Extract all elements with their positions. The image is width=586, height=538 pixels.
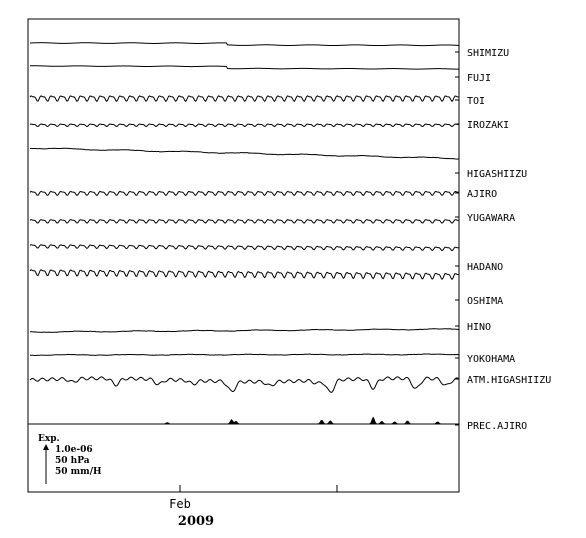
station-label-yugawara: YUGAWARA	[467, 213, 515, 224]
trace-ajiro	[29, 190, 460, 197]
traces-group	[29, 42, 460, 425]
station-label-ajiro: AJIRO	[467, 189, 497, 200]
station-label-irozaki: IROZAKI	[467, 120, 509, 131]
trace-shimizu	[29, 42, 460, 47]
station-label-atm-higashiizu: ATM.HIGASHIIZU	[467, 375, 551, 386]
trace-irozaki	[29, 123, 460, 128]
trace-hadano	[29, 244, 460, 252]
trace-hino	[29, 328, 460, 333]
x-tick-label-feb: Feb	[169, 497, 191, 511]
station-label-oshima: OSHIMA	[467, 296, 503, 307]
station-label-shimizu: SHIMIZU	[467, 48, 509, 59]
trace-oshima	[29, 269, 460, 281]
station-label-fuji: FUJI	[467, 73, 491, 84]
scale-arrow-head	[43, 444, 49, 450]
station-label-toi: TOI	[467, 96, 485, 107]
scale-legend: Exp. 1.0e-06 50 hPa 50 mm/H	[38, 434, 102, 484]
scale-line-precip: 50 mm/H	[55, 467, 102, 477]
scale-line-strain: 1.0e-06	[55, 445, 93, 455]
trace-toi	[29, 95, 460, 103]
plot-frame	[27, 18, 460, 493]
x-axis-year: 2009	[178, 514, 214, 529]
trace-yugawara	[29, 219, 460, 224]
trace-fuji	[29, 65, 460, 70]
station-label-hino: HINO	[467, 322, 491, 333]
station-label-prec-ajiro: PREC.AJIRO	[467, 421, 527, 432]
trace-prec-ajiro	[30, 416, 459, 425]
scale-line-pressure: 50 hPa	[55, 456, 90, 466]
station-label-yokohama: YOKOHAMA	[467, 354, 515, 365]
trace-higashiizu	[29, 147, 460, 160]
station-labels-group: SHIMIZU FUJI TOI IROZAKI HIGASHIIZU AJIRO YUGA…	[455, 48, 551, 432]
trace-atm-higashiizu	[29, 376, 460, 393]
station-label-higashiizu: HIGASHIIZU	[467, 169, 527, 180]
station-label-hadano: HADANO	[467, 262, 503, 273]
x-axis: Feb 2009	[169, 485, 338, 529]
trace-yokohama	[29, 353, 460, 356]
scale-label: Exp.	[38, 434, 60, 444]
